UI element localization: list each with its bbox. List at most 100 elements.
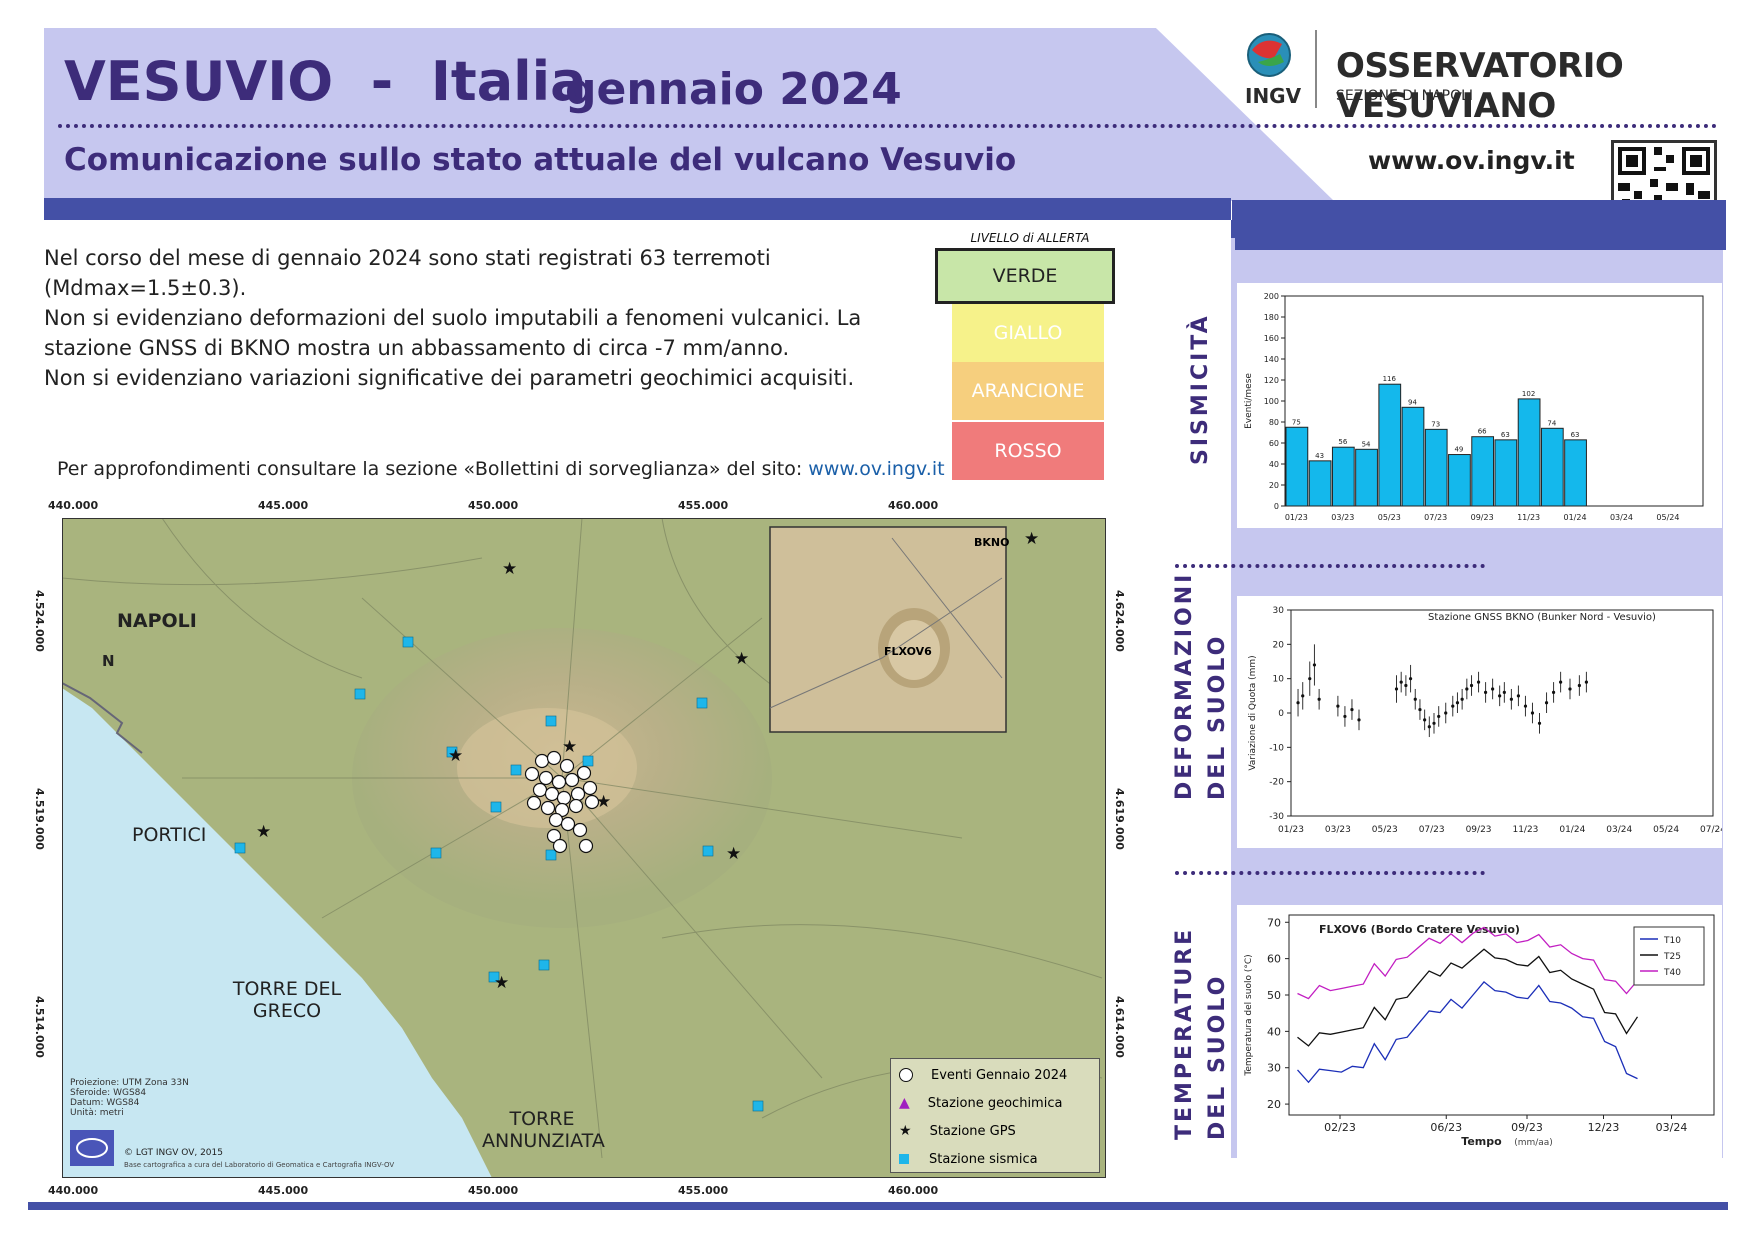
- gps-station-marker: ★: [726, 844, 741, 864]
- bar: [1401, 406, 1425, 507]
- circle-icon: [899, 1068, 913, 1082]
- more-info-link[interactable]: www.ov.ingv.it: [808, 458, 945, 480]
- gps-station-marker: ★: [596, 792, 611, 812]
- data-point: [1465, 687, 1469, 691]
- x-tick-label: 05/23: [1378, 513, 1401, 522]
- seismic-station-marker: [430, 847, 442, 859]
- dotted-divider: [1175, 564, 1485, 568]
- seismic-station-marker: [545, 849, 557, 861]
- map-y-tick: 4.614.000: [1113, 996, 1126, 1058]
- map-x-tick: 455.000: [678, 499, 729, 512]
- organization-name: OSSERVATORIO VESUVIANO: [1336, 46, 1624, 126]
- square-icon: [899, 1154, 909, 1164]
- legend-label: Stazione geochimica: [927, 1095, 1063, 1111]
- earthquake-event-marker: [552, 838, 568, 854]
- y-tick-label: 30: [1267, 1062, 1281, 1075]
- alert-level-verde: VERDE: [935, 248, 1115, 304]
- data-point: [1491, 687, 1495, 691]
- y-tick-label: 60: [1269, 439, 1279, 448]
- x-tick-label: 01/24: [1559, 825, 1585, 835]
- data-point: [1308, 677, 1312, 681]
- seismic-station-marker: [752, 1100, 764, 1112]
- page-subtitle: Comunicazione sullo stato attuale del vu…: [64, 142, 1017, 178]
- header-dotted-divider: [58, 124, 1718, 128]
- series-line-T40: [1297, 926, 1638, 1000]
- place-portici: PORTICI: [132, 824, 207, 846]
- legend-label: Stazione GPS: [929, 1123, 1016, 1139]
- y-tick-label: 60: [1267, 953, 1281, 966]
- organization-section: SEZIONE DI NAPOLI: [1336, 88, 1474, 104]
- data-point: [1444, 711, 1448, 715]
- logo-divider: [1315, 30, 1317, 108]
- alert-level-rosso: ROSSO: [952, 422, 1104, 480]
- legend-events: Eventi Gennaio 2024: [899, 1061, 1091, 1089]
- earthquake-event-marker: [546, 750, 562, 766]
- map-x-tick: 440.000: [48, 1184, 99, 1197]
- data-point: [1460, 697, 1464, 701]
- y-tick-label: 30: [1273, 606, 1285, 616]
- y-tick-label: 50: [1267, 989, 1281, 1002]
- ingv-globe-icon: [1247, 33, 1291, 77]
- x-tick-label: 01/23: [1285, 513, 1308, 522]
- seismic-station-marker: [538, 959, 550, 971]
- section-deformation-2: DEL SUOLO: [1205, 633, 1230, 800]
- website-link[interactable]: www.ov.ingv.it: [1368, 146, 1575, 175]
- panel-corner: [1231, 200, 1726, 250]
- seismic-station-marker: [696, 697, 708, 709]
- bar-value-label: 102: [1522, 390, 1535, 398]
- y-tick-label: 120: [1264, 376, 1279, 385]
- bkno-station-marker: ★: [1024, 529, 1039, 549]
- y-tick-label: 140: [1264, 355, 1279, 364]
- earthquake-event-marker: [560, 816, 576, 832]
- seismic-station-marker: [510, 764, 522, 776]
- x-tick-label: 03/24: [1610, 513, 1633, 522]
- x-tick-label: 12/23: [1588, 1121, 1620, 1134]
- y-axis-label: Variazione di Quota (mm): [1248, 655, 1258, 770]
- legend-seismic: Stazione sismica: [899, 1145, 1091, 1173]
- x-tick-label: 09/23: [1471, 513, 1494, 522]
- map-copyright: © LGT INGV OV, 2015: [124, 1148, 223, 1158]
- y-tick-label: -10: [1269, 743, 1284, 753]
- y-tick-label: 180: [1264, 313, 1279, 322]
- y-tick-label: -30: [1269, 812, 1284, 822]
- data-point: [1509, 697, 1513, 701]
- x-tick-label: 03/23: [1325, 825, 1351, 835]
- y-axis-label: Eventi/mese: [1244, 373, 1254, 429]
- x-tick-label: 05/24: [1653, 825, 1679, 835]
- gnss-chart: Stazione GNSS BKNO (Bunker Nord - Vesuvi…: [1237, 596, 1722, 848]
- data-point: [1530, 711, 1535, 715]
- x-tick-label: 07/23: [1424, 513, 1447, 522]
- seismicity-chart: 0 20 40 60 80 100 120 140 160 180 200 Eventi/mese 75…: [1237, 283, 1722, 528]
- y-tick-label: 20: [1269, 481, 1279, 490]
- projection-line: Sferoide: WGS84: [70, 1088, 147, 1098]
- y-tick-label: 80: [1269, 418, 1279, 427]
- inset-label-bkno: BKNO: [974, 536, 1010, 549]
- bar: [1308, 460, 1332, 507]
- bar-value-label: 54: [1362, 440, 1371, 448]
- data-point: [1296, 701, 1300, 705]
- x-tick-label: 05/24: [1656, 513, 1679, 522]
- bar-value-label: 94: [1408, 398, 1417, 406]
- seismic-station-marker: [702, 845, 714, 857]
- data-point: [1404, 683, 1408, 688]
- data-point: [1502, 690, 1506, 694]
- bar-value-label: 73: [1431, 420, 1440, 428]
- gps-station-marker: ★: [502, 559, 517, 579]
- x-tick-label: 05/23: [1372, 825, 1398, 835]
- data-point: [1317, 697, 1321, 701]
- x-tick-label: 03/24: [1656, 1121, 1688, 1134]
- bar: [1494, 439, 1518, 507]
- alert-level-giallo: GIALLO: [952, 304, 1104, 362]
- map-x-tick: 460.000: [888, 1184, 939, 1197]
- x-axis-label: Tempo: [1461, 1135, 1502, 1148]
- data-point: [1408, 677, 1413, 681]
- gps-station-marker: ★: [256, 822, 271, 842]
- summary-line: Non si evidenziano deformazioni del suol…: [44, 306, 862, 330]
- x-tick-label: 11/23: [1512, 825, 1538, 835]
- y-tick-label: 100: [1264, 397, 1279, 406]
- bar: [1378, 383, 1402, 507]
- map-x-tick: 450.000: [468, 499, 519, 512]
- map-y-tick: 4.619.000: [1113, 788, 1126, 850]
- map-terrain: ★ ★ ★ ★ ★ ★ ★ ★ ★: [61, 517, 1106, 1178]
- x-tick-label: 03/23: [1331, 513, 1354, 522]
